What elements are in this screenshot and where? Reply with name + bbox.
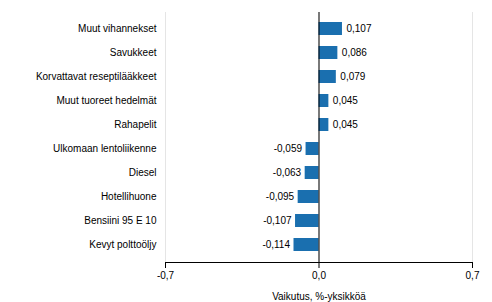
svg-text:0,0: 0,0 xyxy=(312,270,326,281)
svg-text:-0,059: -0,059 xyxy=(274,143,303,154)
svg-text:0,7: 0,7 xyxy=(466,270,480,281)
svg-text:Muut vihannekset: Muut vihannekset xyxy=(78,23,157,34)
svg-text:Rahapelit: Rahapelit xyxy=(114,119,156,130)
svg-text:Diesel: Diesel xyxy=(129,167,157,178)
svg-text:0,079: 0,079 xyxy=(340,71,365,82)
svg-text:Savukkeet: Savukkeet xyxy=(110,47,157,58)
svg-text:0,045: 0,045 xyxy=(333,119,358,130)
svg-text:-0,095: -0,095 xyxy=(266,191,295,202)
svg-text:-0,063: -0,063 xyxy=(273,167,302,178)
svg-text:0,045: 0,045 xyxy=(333,95,358,106)
svg-text:-0,7: -0,7 xyxy=(157,270,175,281)
svg-text:Hotellihuone: Hotellihuone xyxy=(101,191,157,202)
svg-text:Ulkomaan lentoliikenne: Ulkomaan lentoliikenne xyxy=(53,143,157,154)
svg-text:Bensiini 95 E 10: Bensiini 95 E 10 xyxy=(84,215,157,226)
svg-text:Kevyt polttoöljy: Kevyt polttoöljy xyxy=(89,239,156,250)
svg-text:-0,107: -0,107 xyxy=(263,215,292,226)
svg-text:0,086: 0,086 xyxy=(342,47,367,58)
svg-text:Korvattavat reseptilääkkeet: Korvattavat reseptilääkkeet xyxy=(36,71,157,82)
svg-text:Muut tuoreet hedelmät: Muut tuoreet hedelmät xyxy=(56,95,156,106)
svg-text:0,107: 0,107 xyxy=(346,23,371,34)
svg-text:-0,114: -0,114 xyxy=(262,239,290,250)
svg-text:Vaikutus, %-yksikköä: Vaikutus, %-yksikköä xyxy=(272,291,366,302)
